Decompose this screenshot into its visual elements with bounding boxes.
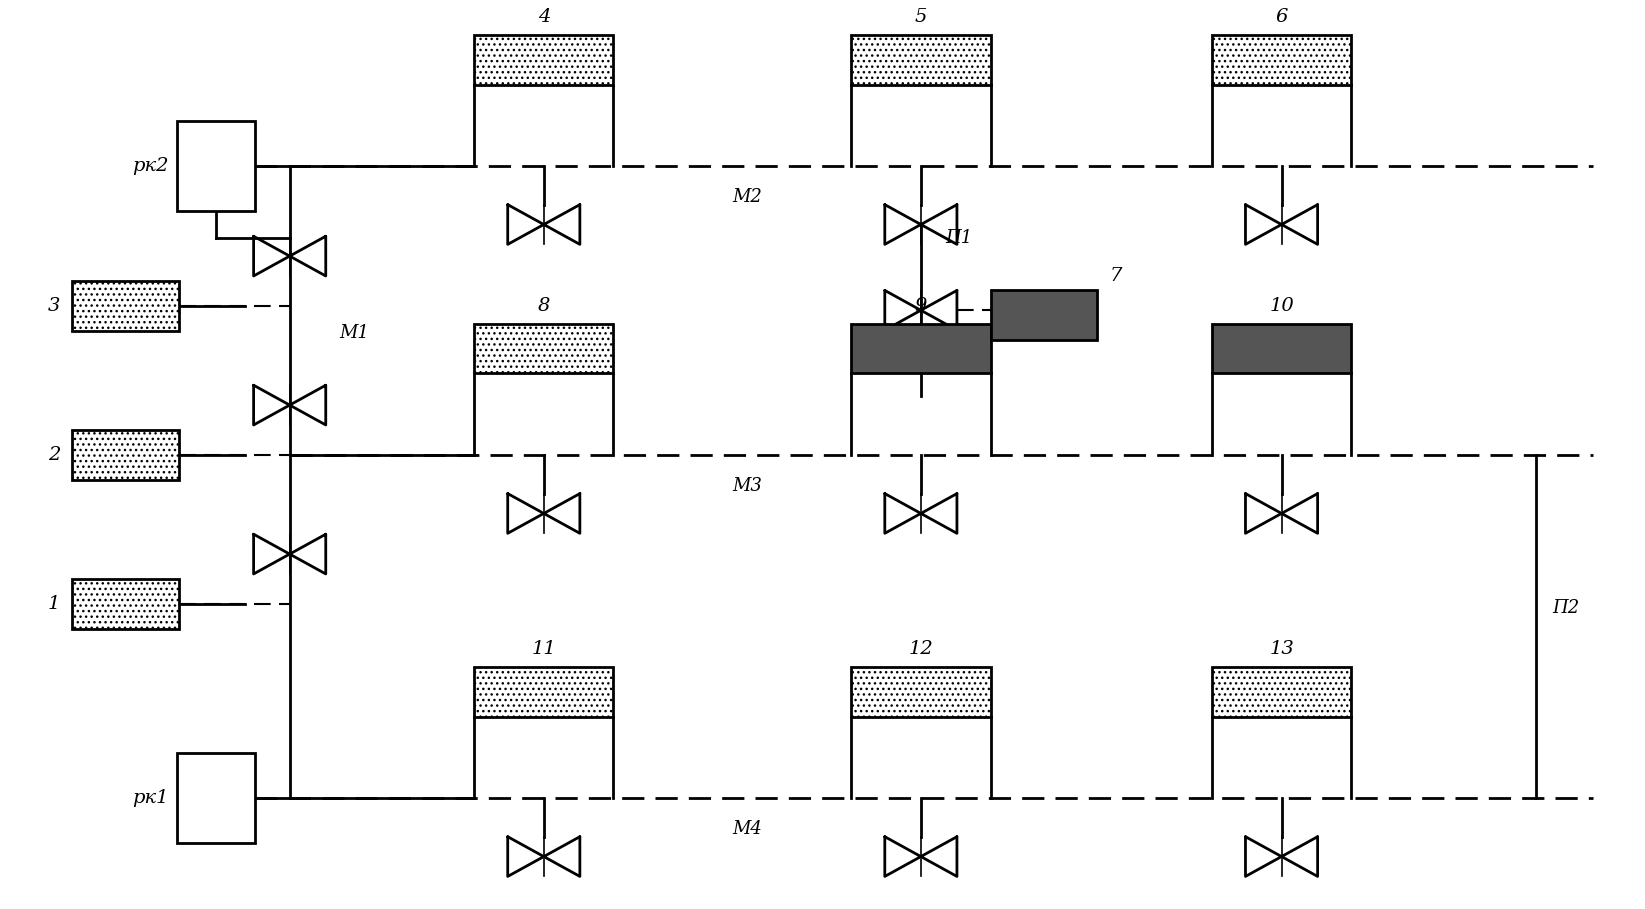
Text: 12: 12 [908,640,933,658]
Bar [72,430,179,480]
Text: М2: М2 [732,188,762,206]
Text: 7: 7 [1109,267,1122,285]
Bar [850,324,990,374]
Text: 6: 6 [1275,8,1288,25]
Text: 11: 11 [531,640,556,658]
Text: 3: 3 [48,296,61,315]
Bar [474,667,614,716]
Bar [1212,667,1351,716]
Text: 8: 8 [538,297,549,315]
Bar [72,281,179,331]
Text: П2: П2 [1551,599,1579,617]
Bar [474,667,614,716]
Bar [850,35,990,85]
Text: рк2: рк2 [132,157,168,175]
Bar [1212,35,1351,85]
Bar [474,324,614,374]
Bar [474,35,614,85]
Text: 5: 5 [915,8,928,25]
Bar [1212,324,1351,374]
Text: 4: 4 [538,8,549,25]
Bar [1212,667,1351,716]
Text: рк1: рк1 [132,789,168,807]
Bar [72,281,179,331]
Text: 13: 13 [1270,640,1295,658]
Text: М1: М1 [339,324,368,342]
Bar [1212,35,1351,85]
Bar [850,667,990,716]
Text: 10: 10 [1270,297,1295,315]
Bar [850,35,990,85]
Bar [176,121,255,211]
Bar [474,324,614,374]
Text: 2: 2 [48,445,61,464]
Bar [850,667,990,716]
Bar [474,35,614,85]
Bar [72,430,179,480]
Bar [72,579,179,628]
Text: М4: М4 [732,821,762,838]
Text: М3: М3 [732,477,762,495]
Bar [176,753,255,843]
Text: 9: 9 [915,297,928,315]
Text: 1: 1 [48,594,61,613]
Bar [72,579,179,628]
Bar [990,290,1097,340]
Text: П1: П1 [946,229,972,247]
